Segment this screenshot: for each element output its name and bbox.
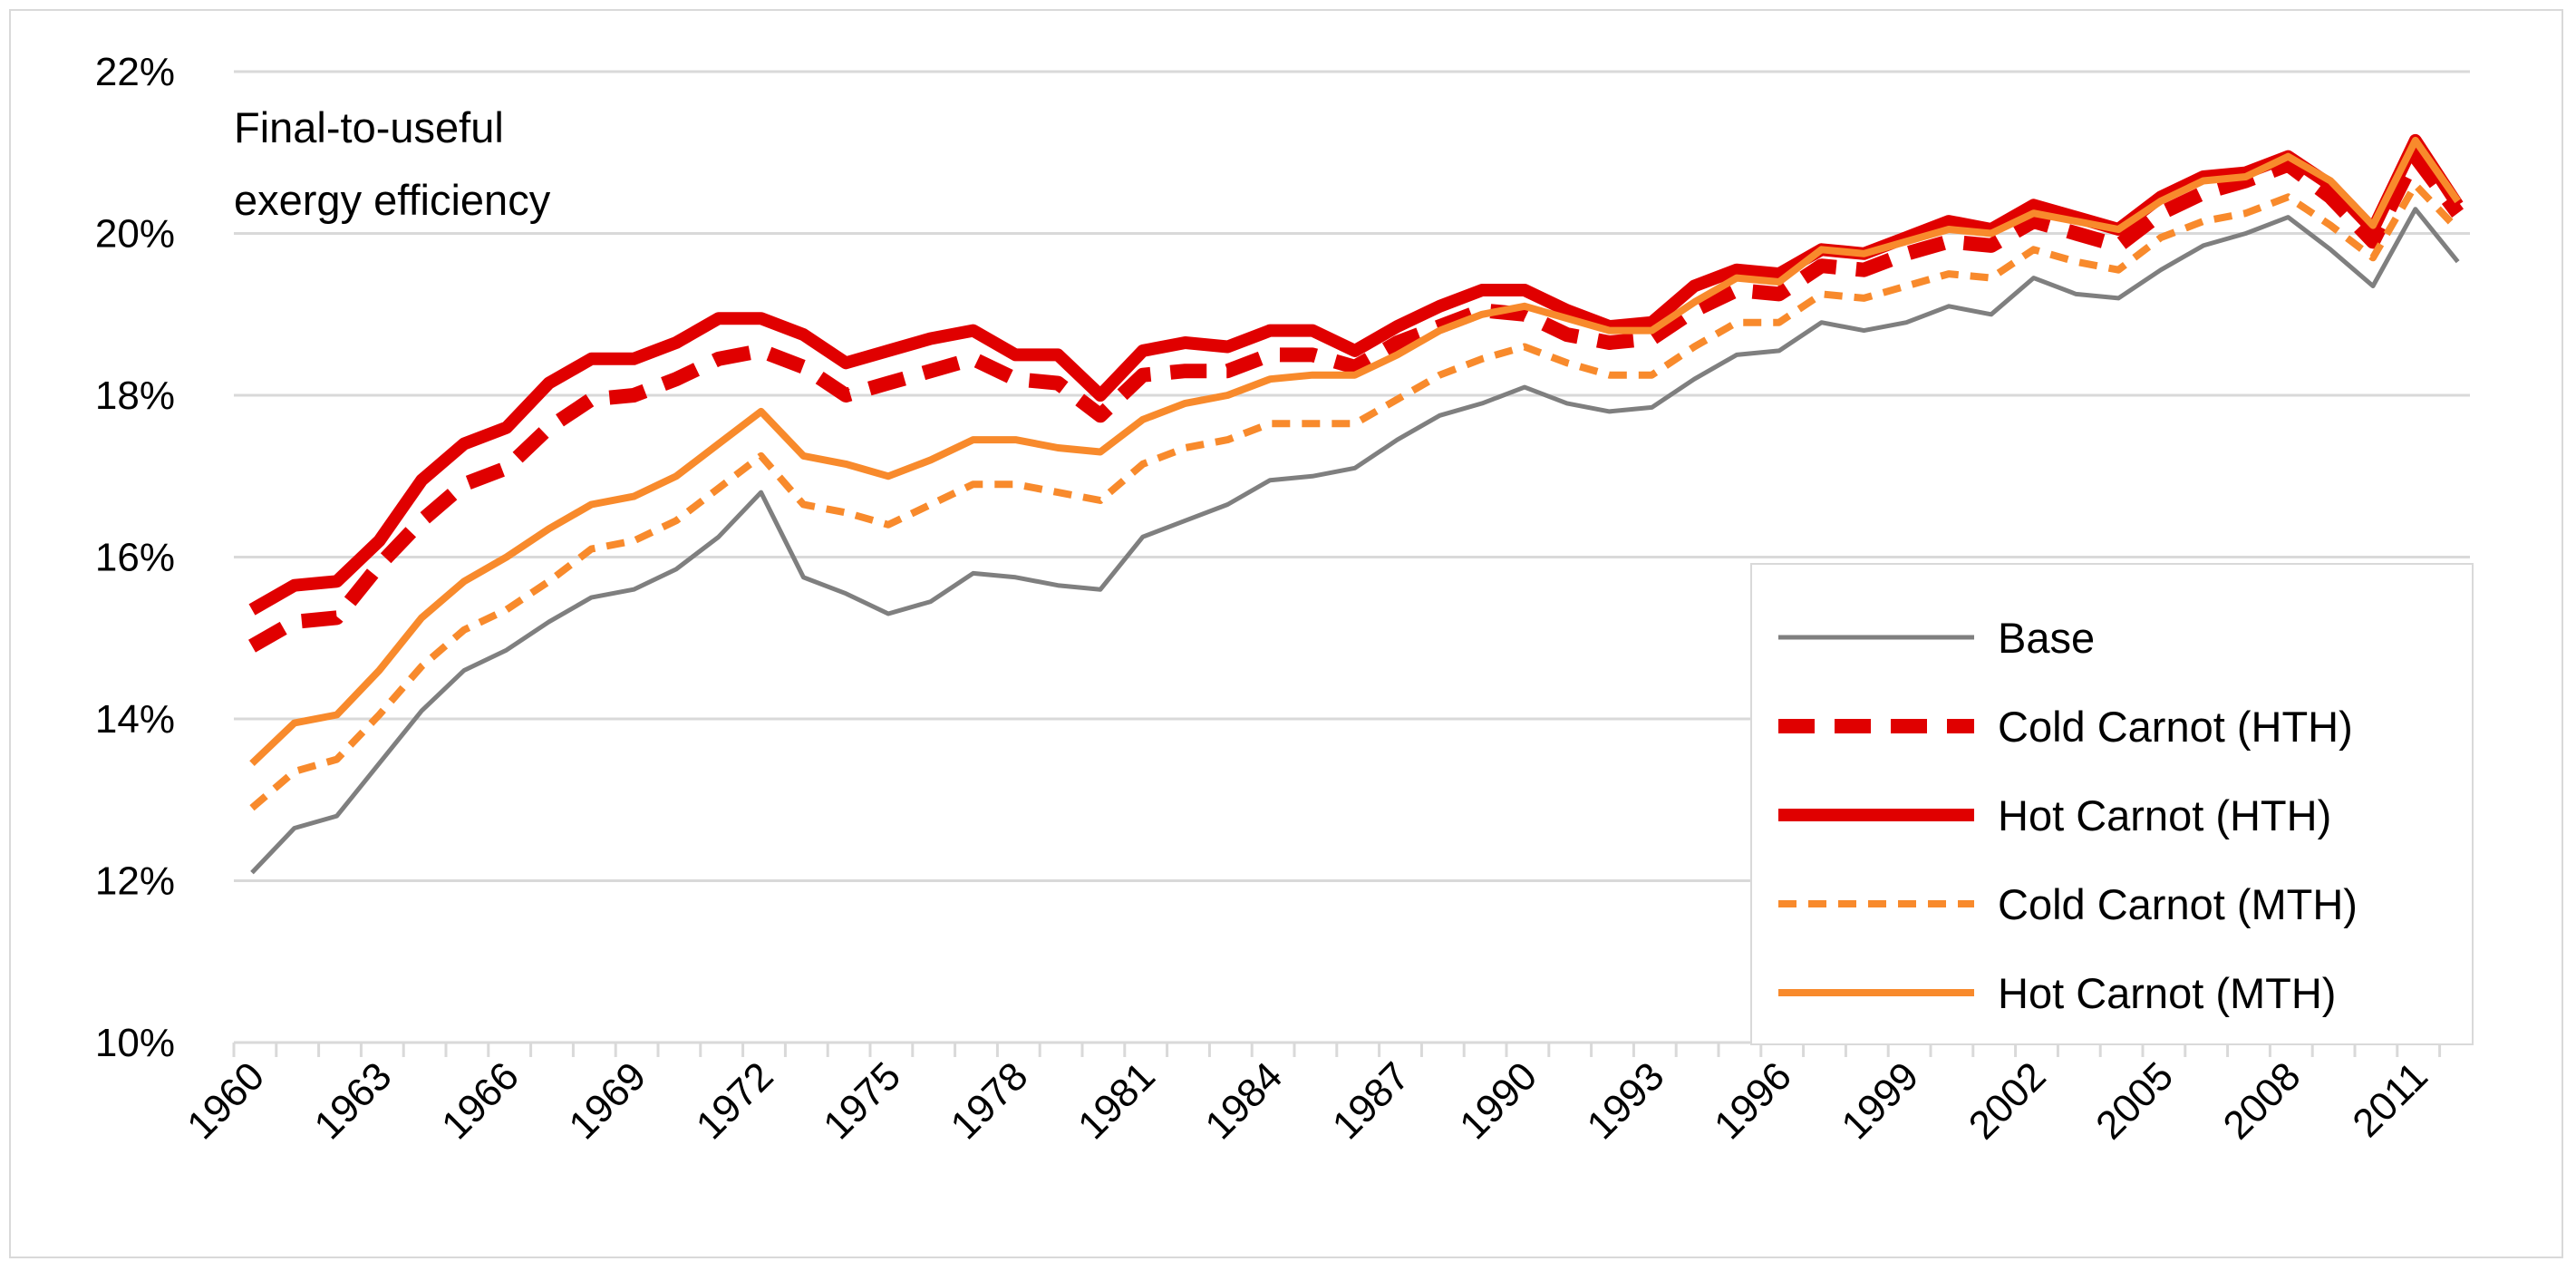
annotation-line-1: Final-to-useful xyxy=(234,103,504,151)
y-tick-label: 12% xyxy=(95,859,175,904)
x-tick-label: 1987 xyxy=(1324,1053,1419,1148)
series-line-cold-carnot-mth xyxy=(249,181,2461,811)
y-tick-label: 14% xyxy=(95,697,175,742)
y-tick-label: 22% xyxy=(95,50,175,94)
x-tick-label: 1990 xyxy=(1451,1053,1545,1148)
chart-frame xyxy=(9,9,2563,1258)
x-tick-label: 1975 xyxy=(815,1053,909,1148)
series-line-hot-carnot-mth xyxy=(249,136,2461,766)
x-tick-label: 1960 xyxy=(179,1053,273,1148)
x-tick-label: 1981 xyxy=(1070,1053,1164,1148)
legend-label: Hot Carnot (MTH) xyxy=(1998,969,2336,1017)
x-tick-label: 1999 xyxy=(1833,1053,1927,1148)
legend-label: Base xyxy=(1998,614,2095,662)
y-axis-tick-labels: 10% 12% 14% 16% 18% 20% 22% xyxy=(95,50,175,1065)
series-lines xyxy=(248,133,2465,875)
x-tick-label: 2008 xyxy=(2215,1053,2310,1148)
x-tick-label: 2011 xyxy=(2344,1053,2436,1146)
legend-box xyxy=(1750,563,2474,1045)
x-axis-tick-labels: 1960 1963 1966 1969 1972 1975 1978 1981 1984 1987… xyxy=(179,1053,2436,1148)
legend-label: Hot Carnot (HTH) xyxy=(1998,791,2331,839)
x-tick-label: 1969 xyxy=(560,1053,654,1148)
x-tick-label: 1996 xyxy=(1706,1053,1800,1148)
x-tick-label: 1978 xyxy=(943,1053,1037,1148)
series-line-base xyxy=(250,207,2460,875)
x-tick-label: 1963 xyxy=(306,1053,401,1148)
x-tick-label: 1993 xyxy=(1579,1053,1673,1148)
y-tick-label: 16% xyxy=(95,536,175,580)
y-tick-label: 20% xyxy=(95,212,175,257)
annotation-line-2: exergy efficiency xyxy=(234,176,551,224)
x-tick-label: 2002 xyxy=(1961,1053,2055,1148)
x-tick-label: 1984 xyxy=(1196,1053,1291,1148)
legend: Base Cold Carnot (HTH) Hot Carnot (HTH) Col… xyxy=(1750,563,2474,1045)
x-tick-label: 1966 xyxy=(433,1053,528,1148)
legend-label: Cold Carnot (HTH) xyxy=(1998,703,2353,751)
x-tick-label: 2005 xyxy=(2087,1053,2182,1148)
legend-label: Cold Carnot (MTH) xyxy=(1998,880,2358,928)
y-tick-label: 18% xyxy=(95,374,175,418)
series-line-cold-carnot-hth xyxy=(248,149,2465,653)
y-tick-label: 10% xyxy=(95,1021,175,1065)
x-tick-label: 1972 xyxy=(688,1053,782,1148)
